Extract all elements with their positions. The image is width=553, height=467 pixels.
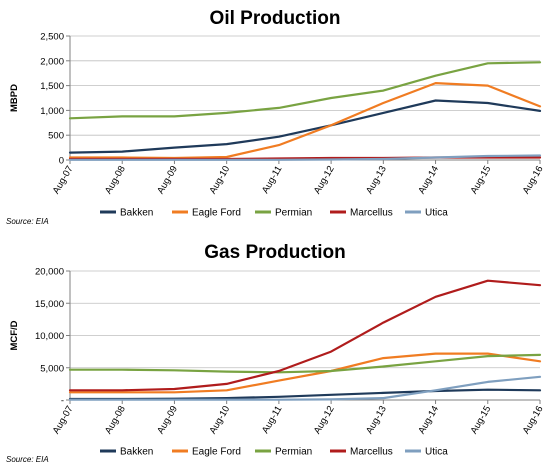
gas-xtick-label: Aug-12 [312, 404, 337, 436]
oil-xtick-label: Aug-08 [103, 164, 128, 196]
oil-legend-label: Eagle Ford [192, 208, 241, 219]
gas-chart-title: Gas Production [204, 242, 345, 263]
oil-series-line-utica [68, 154, 542, 161]
oil-xtick-label: Aug-12 [312, 164, 337, 196]
gas-xtick-label: Aug-14 [416, 404, 441, 436]
gas-legend-label: Eagle Ford [192, 447, 241, 458]
gas-series-line-permian [68, 353, 542, 374]
gas-series-line-bakken [68, 388, 542, 401]
oil-series-line-eagle-ford [68, 81, 542, 160]
gas-source-note: Source: EIA [6, 455, 49, 464]
oil-legend-label: Marcellus [350, 208, 393, 219]
oil-legend-label: Utica [425, 208, 448, 219]
gas-xtick-label: Aug-13 [364, 404, 389, 436]
gas-xtick-label: Aug-08 [103, 404, 128, 436]
oil-series-line-bakken [68, 99, 542, 154]
gas-ytick-label: 10,000 [35, 331, 64, 342]
gas-series-line-utica [68, 375, 542, 401]
gas-legend-label: Bakken [120, 447, 153, 458]
oil-legend-label: Bakken [120, 208, 153, 219]
oil-ytick-label: 1,000 [40, 106, 64, 117]
oil-xtick-label: Aug-09 [155, 164, 180, 196]
gas-legend-label: Marcellus [350, 447, 393, 458]
gas-xtick-label: Aug-07 [51, 404, 76, 436]
gas-legend-label: Permian [275, 447, 312, 458]
oil-ytick-label: 2,500 [40, 32, 64, 43]
gas-xtick-label: Aug-09 [155, 404, 180, 436]
oil-xtick-label: Aug-11 [260, 164, 284, 195]
gas-series-line-marcellus [68, 279, 542, 392]
oil-legend-label: Permian [275, 208, 312, 219]
oil-xtick-label: Aug-15 [469, 164, 494, 196]
gas-xtick-label: Aug-10 [207, 404, 232, 436]
gas-ytick-label: 20,000 [35, 267, 64, 278]
oil-xtick-label: Aug-14 [416, 164, 441, 196]
oil-source-note: Source: EIA [6, 217, 49, 226]
gas-xtick-label: Aug-11 [260, 404, 284, 435]
gas-ytick-label: 5,000 [40, 363, 64, 374]
oil-xtick-label: Aug-13 [364, 164, 389, 196]
gas-xtick-label: Aug-16 [521, 404, 546, 436]
gas-series-line-eagle-ford [68, 352, 542, 394]
oil-xtick-label: Aug-10 [207, 164, 232, 196]
gas-ytick-label: 15,000 [35, 299, 64, 310]
oil-y-axis-label: MBPD [9, 84, 20, 112]
oil-ytick-label: 2,000 [40, 56, 64, 67]
gas-legend-label: Utica [425, 447, 448, 458]
gas-xtick-label: Aug-15 [469, 404, 494, 436]
oil-series-line-permian [68, 61, 542, 120]
oil-ytick-label: 500 [48, 131, 64, 142]
oil-chart-title: Oil Production [210, 8, 341, 29]
oil-ytick-label: 0 [59, 156, 64, 167]
oil-xtick-label: Aug-07 [51, 164, 76, 196]
oil-xtick-label: Aug-16 [521, 164, 546, 196]
oil-ytick-label: 1,500 [40, 81, 64, 92]
gas-ytick-label: - [61, 396, 64, 407]
gas-y-axis-label: MCF/D [9, 320, 20, 350]
